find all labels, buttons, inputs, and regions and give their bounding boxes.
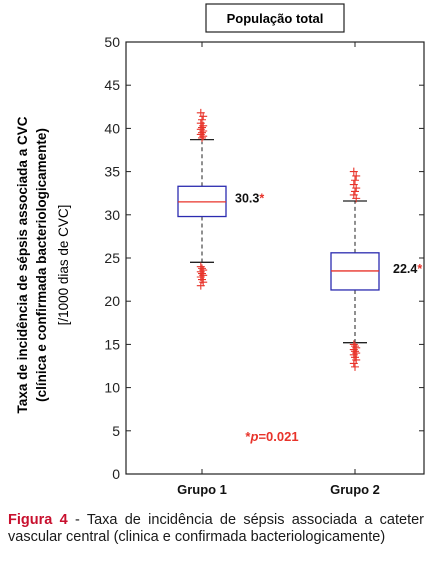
y-tick-label: 25 (104, 250, 120, 266)
x-tick-label: Grupo 1 (177, 482, 227, 497)
outlier-marker (352, 171, 361, 180)
y-axis-label-line2: (clínica e confirmada bacteriologicament… (34, 128, 49, 402)
outlier-marker (198, 123, 206, 132)
chart-title-box (205, 3, 345, 33)
outlier-marker (349, 180, 358, 189)
box-1: 30.3* (177, 108, 264, 290)
box-plot-chart: População total Taxa de incidência de sé… (15, 3, 425, 497)
outlier-marker (351, 187, 359, 196)
outlier-marker (349, 359, 358, 368)
x-axis-ticks: Grupo 1 Grupo 2 (177, 42, 380, 497)
box-value-number: 30.3 (235, 191, 259, 205)
y-tick-label: 5 (112, 423, 120, 439)
box-value-mark: * (417, 262, 422, 276)
box-value-label: 22.4* (393, 262, 422, 276)
y-axis-label-line3: [/1000 dias de CVC] (56, 205, 71, 326)
box-plot-figure: População total Taxa de incidência de sé… (15, 3, 425, 497)
outlier-marker (349, 190, 358, 199)
p-value-annotation: *p=0.021 (245, 429, 298, 444)
y-tick-label: 45 (104, 77, 120, 93)
y-tick-label: 10 (104, 380, 120, 396)
figure-caption-label: Figura 4 (8, 512, 68, 528)
box-value-mark: * (259, 191, 264, 205)
box-value-number: 22.4 (393, 262, 417, 276)
outlier-marker (196, 108, 205, 117)
y-tick-label: 35 (104, 164, 120, 180)
x-tick-label: Grupo 2 (330, 482, 380, 497)
outlier-marker (351, 362, 359, 371)
p-value-mark: * (245, 429, 251, 444)
outlier-marker (196, 281, 205, 290)
outlier-marker (349, 167, 358, 176)
p-value-symbol: p (249, 429, 258, 444)
box-2: 22.4* (330, 167, 422, 371)
p-value-text: =0.021 (258, 429, 298, 444)
outlier-marker (198, 115, 206, 124)
y-tick-label: 50 (104, 34, 120, 50)
box-series: 30.3*22.4* (177, 108, 422, 371)
figure-caption: Figura 4 - Taxa de incidência de sépsis … (8, 512, 424, 546)
box-value-label: 30.3* (235, 191, 264, 205)
figure-caption-text: - Taxa de incidência de sépsis associada… (8, 512, 424, 545)
y-tick-label: 40 (104, 120, 120, 136)
outlier-marker (351, 176, 359, 185)
chart-title: População total (227, 11, 324, 26)
y-tick-label: 15 (104, 336, 120, 352)
y-tick-label: 30 (104, 207, 120, 223)
y-axis-ticks: 0 5 10 15 20 25 30 35 40 45 50 (104, 34, 424, 482)
outlier-marker (196, 119, 205, 128)
y-axis-label-line1: Taxa de incidência de sépsis associada a… (15, 116, 30, 413)
y-tick-label: 20 (104, 293, 120, 309)
y-tick-label: 0 (112, 466, 120, 482)
